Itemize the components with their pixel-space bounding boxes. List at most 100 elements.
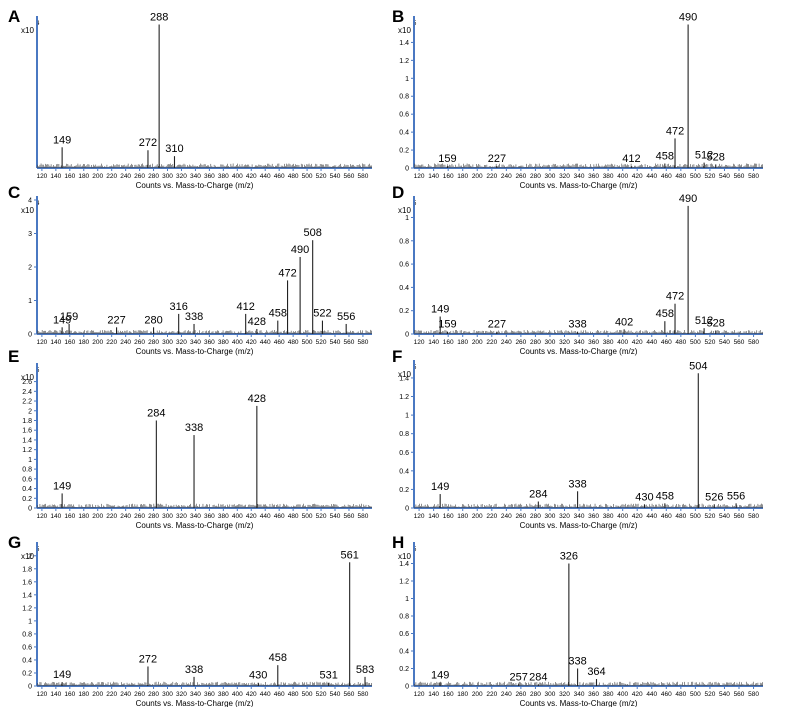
peak-label: 310 xyxy=(165,143,183,155)
y-tick-label: 1.4 xyxy=(399,40,409,47)
x-tick-label: 520 xyxy=(704,173,715,180)
panel-letter: C xyxy=(8,183,20,202)
y-tick-label: 0.2 xyxy=(399,148,409,155)
x-tick-label: 280 xyxy=(148,691,159,698)
x-tick-label: 420 xyxy=(632,339,643,346)
x-tick-label: 180 xyxy=(78,173,89,180)
x-tick-label: 360 xyxy=(588,691,599,698)
x-tick-label: 360 xyxy=(588,513,599,520)
x-tick-label: 160 xyxy=(443,691,454,698)
x-tick-label: 360 xyxy=(204,339,215,346)
peak-label: 149 xyxy=(431,670,449,682)
x-tick-label: 580 xyxy=(748,513,759,520)
y-tick-label: 1 xyxy=(405,215,409,222)
y-tick-label: 2 xyxy=(28,408,32,415)
x-tick-label: 420 xyxy=(246,173,257,180)
x-tick-label: 160 xyxy=(64,513,75,520)
x-tick-label: 300 xyxy=(545,691,556,698)
x-axis-title: Counts vs. Mass-to-Charge (m/z) xyxy=(136,181,254,190)
y-tick-label: 1.6 xyxy=(22,579,32,586)
x-tick-label: 520 xyxy=(316,173,327,180)
x-tick-label: 560 xyxy=(344,691,355,698)
peak-label: 561 xyxy=(340,549,358,561)
x-tick-label: 480 xyxy=(288,339,299,346)
peak-label: 402 xyxy=(615,316,633,328)
x-tick-label: 520 xyxy=(316,691,327,698)
peak-label: 508 xyxy=(303,227,321,239)
y-tick-label: 1.2 xyxy=(22,605,32,612)
x-tick-label: 120 xyxy=(414,691,425,698)
x-tick-label: 140 xyxy=(428,339,439,346)
panel-letter: D xyxy=(392,183,404,202)
x-tick-label: 540 xyxy=(330,173,341,180)
peak-label: 227 xyxy=(488,153,506,165)
baseline-noise xyxy=(37,163,372,168)
y-tick-label: 0.6 xyxy=(399,631,409,638)
x-tick-label: 240 xyxy=(120,173,131,180)
x-tick-label: 200 xyxy=(92,691,103,698)
peak-label: 556 xyxy=(337,311,355,323)
x-tick-label: 300 xyxy=(162,339,173,346)
x-tick-label: 140 xyxy=(50,513,61,520)
x-tick-label: 320 xyxy=(559,513,570,520)
peak-label: 512 xyxy=(695,315,713,327)
y-exponent-prefix: x10 xyxy=(398,370,411,379)
peak-label: 284 xyxy=(529,488,547,500)
x-tick-label: 200 xyxy=(92,513,103,520)
peak-label: 326 xyxy=(560,551,578,563)
x-tick-label: 500 xyxy=(302,339,313,346)
y-tick-label: 0.8 xyxy=(399,94,409,101)
x-tick-label: 520 xyxy=(316,513,327,520)
x-tick-label: 280 xyxy=(148,173,159,180)
x-tick-label: 540 xyxy=(719,691,730,698)
y-tick-label: 3 xyxy=(28,231,32,238)
x-tick-label: 560 xyxy=(344,513,355,520)
x-tick-label: 400 xyxy=(617,513,628,520)
peak-label: 528 xyxy=(707,318,725,330)
spectrum-panel-e: Ex10500.20.40.60.811.21.41.61.822.22.42.… xyxy=(8,347,372,530)
x-tick-label: 140 xyxy=(428,513,439,520)
peak-label: 159 xyxy=(60,311,78,323)
x-tick-label: 300 xyxy=(162,513,173,520)
x-tick-label: 360 xyxy=(204,173,215,180)
x-tick-label: 400 xyxy=(617,691,628,698)
x-tick-label: 420 xyxy=(246,691,257,698)
x-tick-label: 480 xyxy=(675,339,686,346)
x-tick-label: 460 xyxy=(274,173,285,180)
y-tick-label: 0 xyxy=(405,684,409,691)
peak-label: 257 xyxy=(510,671,528,683)
x-tick-label: 260 xyxy=(134,513,145,520)
x-tick-label: 480 xyxy=(675,691,686,698)
peak-label: 149 xyxy=(53,480,71,492)
y-tick-label: 0.8 xyxy=(399,614,409,621)
baseline-noise xyxy=(414,163,763,168)
spectrum-panel-g: Gx10500.20.40.60.811.21.41.61.8212014016… xyxy=(8,533,374,707)
y-tick-label: 1 xyxy=(28,457,32,464)
x-tick-label: 440 xyxy=(646,513,657,520)
x-tick-label: 400 xyxy=(232,339,243,346)
x-tick-label: 480 xyxy=(675,513,686,520)
y-tick-label: 0.2 xyxy=(399,666,409,673)
x-tick-label: 440 xyxy=(260,691,271,698)
x-tick-label: 360 xyxy=(204,513,215,520)
y-exponent-prefix: x10 xyxy=(21,26,34,35)
peak-label: 316 xyxy=(169,301,187,313)
x-tick-label: 340 xyxy=(190,339,201,346)
x-tick-label: 280 xyxy=(530,513,541,520)
peak-label: 149 xyxy=(53,314,71,326)
panel-letter: G xyxy=(8,533,21,552)
x-tick-label: 420 xyxy=(632,173,643,180)
x-tick-label: 180 xyxy=(78,513,89,520)
x-tick-label: 240 xyxy=(501,513,512,520)
peak-label: 159 xyxy=(438,319,456,331)
x-tick-label: 320 xyxy=(559,339,570,346)
x-tick-label: 340 xyxy=(574,513,585,520)
peak-label: 458 xyxy=(656,308,674,320)
peak-label: 583 xyxy=(356,664,374,676)
x-tick-label: 300 xyxy=(545,173,556,180)
x-tick-label: 380 xyxy=(218,173,229,180)
x-tick-label: 240 xyxy=(120,513,131,520)
y-tick-label: 4 xyxy=(28,198,32,205)
peak-label: 412 xyxy=(622,153,640,165)
y-tick-label: 2 xyxy=(28,265,32,272)
